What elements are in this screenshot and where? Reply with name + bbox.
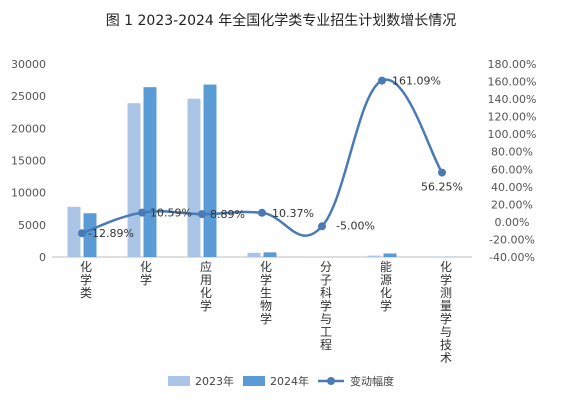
category-label-char: 化 xyxy=(140,260,152,274)
category-label-char: 测 xyxy=(440,286,452,300)
y-left-tick-label: 10000 xyxy=(11,187,46,200)
category-label-char: 源 xyxy=(380,273,392,287)
bar xyxy=(187,98,201,258)
category-label-char: 技 xyxy=(440,338,452,352)
category-label: 应用化学 xyxy=(200,259,212,313)
category-label: 分子科学与工程 xyxy=(320,260,332,352)
y-right-tick-label: -40.00% xyxy=(489,251,535,264)
change-rate-data-label: 161.09% xyxy=(392,75,441,88)
change-rate-marker xyxy=(78,229,86,238)
category-label-char: 学 xyxy=(440,311,452,326)
bar xyxy=(383,253,397,257)
bar xyxy=(263,252,277,257)
bar xyxy=(367,255,381,257)
category-label-char: 分 xyxy=(320,260,332,274)
y-right-tick-label: 140.00% xyxy=(488,93,537,106)
y-right-tick-label: 120.00% xyxy=(488,111,537,124)
category-label-char: 化 xyxy=(200,286,212,300)
category-label-char: 学 xyxy=(260,272,272,287)
change-rate-marker xyxy=(438,168,446,177)
category-label-char: 能 xyxy=(380,260,392,274)
legend-label: 2023年 xyxy=(195,374,234,388)
change-rate-marker xyxy=(138,208,146,217)
category-label-char: 学 xyxy=(200,298,212,313)
category-label-char: 与 xyxy=(440,325,452,339)
category-label-char: 学 xyxy=(440,272,452,287)
bar xyxy=(143,87,157,257)
y-right-tick-label: 100.00% xyxy=(488,128,537,141)
y-left-tick-label: 5000 xyxy=(18,219,46,232)
bar xyxy=(83,213,97,257)
y-left-tick-label: 0 xyxy=(39,251,46,264)
change-rate-data-label: 10.37% xyxy=(272,207,314,220)
legend-label: 变动幅度 xyxy=(350,374,394,388)
category-label: 化学生物学 xyxy=(260,260,272,326)
category-label-char: 程 xyxy=(320,337,332,352)
bar xyxy=(127,103,141,257)
category-label-char: 量 xyxy=(440,299,452,313)
category-label-char: 类 xyxy=(80,286,92,300)
y-right-tick-label: -20.00% xyxy=(489,233,535,246)
category-label: 化学类 xyxy=(80,260,92,300)
change-rate-marker xyxy=(318,222,326,231)
y-right-tick-label: 60.00% xyxy=(491,163,533,176)
change-rate-marker xyxy=(378,76,386,85)
y-right-tick-label: 20.00% xyxy=(491,198,533,211)
category-label: 化学 xyxy=(140,260,152,287)
category-label-char: 学 xyxy=(320,298,332,313)
y-right-tick-label: 40.00% xyxy=(491,181,533,194)
category-label-char: 学 xyxy=(140,272,152,287)
y-left-tick-label: 20000 xyxy=(11,122,46,135)
chart-title: 图 1 2023-2024 年全国化学类专业招生计划数增长情况 xyxy=(106,12,457,29)
legend-label: 2024年 xyxy=(270,374,309,388)
category-label-char: 子 xyxy=(320,273,332,287)
change-rate-data-label: -5.00% xyxy=(336,219,375,232)
category-label-char: 化 xyxy=(80,260,92,274)
y-right-tick-label: 80.00% xyxy=(491,146,533,159)
y-right-tick-label: 0.00% xyxy=(495,216,530,229)
change-rate-marker xyxy=(198,210,206,219)
category-label: 能源化学 xyxy=(380,260,392,313)
category-label-char: 学 xyxy=(80,272,92,287)
category-label-char: 化 xyxy=(380,286,392,300)
y-left-tick-label: 25000 xyxy=(11,90,46,103)
y-left-tick-label: 30000 xyxy=(11,58,46,71)
category-label-char: 物 xyxy=(260,299,272,313)
change-rate-data-label: 56.25% xyxy=(421,181,463,194)
bar xyxy=(203,84,217,257)
change-rate-data-label: 8.89% xyxy=(210,208,245,221)
category-label-char: 化 xyxy=(440,260,452,274)
y-left-tick-label: 15000 xyxy=(11,155,46,168)
change-rate-marker xyxy=(258,208,266,217)
category-label-char: 与 xyxy=(320,312,332,326)
category-label: 化学测量学与技术 xyxy=(440,260,452,365)
change-rate-data-label: 10.59% xyxy=(150,207,192,220)
category-label-char: 应 xyxy=(200,259,212,274)
legend-line-marker xyxy=(327,377,335,385)
bar xyxy=(67,206,81,257)
category-label-char: 工 xyxy=(320,325,332,339)
change-rate-data-label: -12.89% xyxy=(88,227,134,240)
category-label-char: 科 xyxy=(320,286,332,300)
bar xyxy=(247,252,261,257)
y-right-tick-label: 180.00% xyxy=(488,58,537,71)
category-label-char: 生 xyxy=(260,286,272,300)
legend-swatch xyxy=(243,376,265,386)
category-label-char: 学 xyxy=(260,311,272,326)
y-right-tick-label: 160.00% xyxy=(488,76,537,89)
category-label-char: 化 xyxy=(260,260,272,274)
category-label-char: 用 xyxy=(200,273,212,287)
legend-swatch xyxy=(168,376,190,386)
category-label-char: 学 xyxy=(380,298,392,313)
category-label-char: 术 xyxy=(440,351,452,365)
